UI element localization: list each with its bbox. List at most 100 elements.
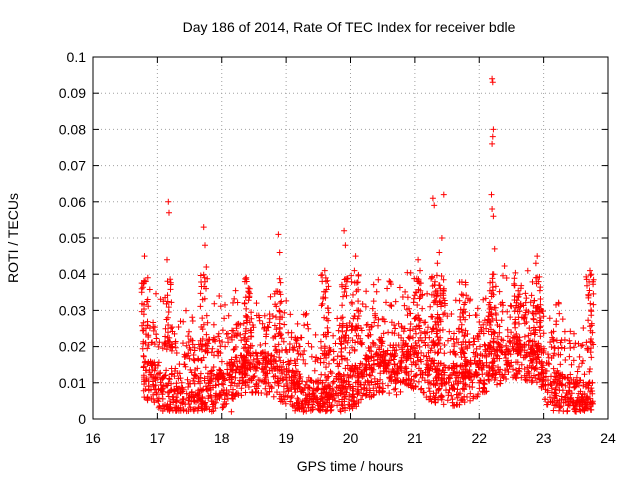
roti-point — [416, 365, 422, 372]
roti-point — [384, 285, 391, 292]
y-axis-label: ROTI / TECUs — [5, 193, 21, 283]
roti-point — [313, 354, 320, 361]
roti-point — [234, 363, 241, 370]
roti-point — [550, 407, 557, 414]
roti-point — [317, 355, 324, 362]
roti-plume-point — [343, 322, 350, 329]
roti-point — [194, 391, 201, 398]
roti-point — [518, 374, 525, 381]
roti-plume-point — [486, 350, 493, 357]
roti-point — [228, 359, 235, 365]
roti-point — [255, 312, 262, 319]
roti-point — [379, 388, 386, 394]
roti-point — [219, 339, 226, 345]
roti-point — [567, 340, 574, 347]
roti-point — [538, 364, 545, 371]
roti-plume-point — [144, 274, 151, 281]
roti-plume-point — [536, 309, 543, 316]
roti-plume-point — [458, 321, 465, 328]
roti-plume-point — [168, 347, 175, 354]
roti-point — [195, 356, 202, 363]
roti-point — [406, 375, 412, 382]
roti-point — [500, 272, 506, 279]
roti-point — [191, 357, 198, 364]
roti-point — [566, 353, 573, 360]
roti-point — [171, 330, 178, 337]
roti-point — [522, 290, 529, 297]
y-tick-label: 0.01 — [59, 375, 86, 391]
roti-point — [370, 281, 377, 288]
roti-point — [357, 360, 364, 367]
roti-point — [168, 365, 175, 372]
roti-point — [377, 351, 384, 358]
roti-plume-point — [458, 279, 465, 285]
roti-plume-point — [164, 292, 171, 299]
roti-point — [325, 394, 331, 401]
roti-point — [265, 350, 272, 357]
roti-point — [317, 407, 324, 414]
roti-point — [564, 394, 571, 401]
y-tick-label: 0.03 — [59, 302, 86, 318]
roti-point — [385, 361, 392, 368]
roti-plume-point — [439, 326, 446, 333]
roti-point — [473, 312, 480, 319]
roti-point — [365, 333, 372, 340]
roti-point — [204, 373, 211, 380]
roti-plume-point — [433, 287, 440, 294]
roti-point — [229, 366, 236, 373]
roti-point — [305, 325, 312, 332]
roti-point — [166, 375, 173, 382]
roti-plume-point — [139, 345, 146, 352]
roti-point — [332, 340, 339, 347]
roti-plume-point — [589, 339, 596, 346]
roti-point — [373, 288, 380, 295]
roti-point — [330, 356, 337, 363]
roti-point — [420, 389, 427, 396]
roti-plume-point — [247, 327, 254, 334]
roti-point — [315, 385, 322, 392]
roti-point — [241, 365, 248, 372]
roti-plume-point — [587, 300, 594, 307]
roti-plume-point — [536, 273, 543, 280]
roti-point — [227, 382, 234, 389]
roti-peak-point — [489, 206, 496, 212]
roti-point — [232, 287, 239, 294]
chart-title: Day 186 of 2014, Rate Of TEC Index for r… — [183, 19, 516, 35]
roti-point — [580, 325, 587, 331]
roti-plume-point — [355, 272, 362, 279]
roti-point — [280, 376, 287, 383]
roti-plume-point — [324, 324, 331, 331]
roti-plume-point — [278, 331, 284, 338]
roti-point — [294, 320, 301, 327]
roti-point — [291, 372, 298, 379]
roti-point — [551, 369, 558, 376]
roti-point — [266, 319, 273, 326]
x-axis-label: GPS time / hours — [297, 458, 404, 474]
roti-point — [546, 315, 553, 322]
roti-point — [251, 373, 258, 379]
roti-point — [328, 391, 335, 398]
roti-plume-point — [169, 324, 176, 331]
roti-point — [503, 361, 510, 368]
roti-point — [421, 339, 428, 346]
roti-point — [444, 313, 451, 320]
roti-point — [294, 368, 301, 375]
roti-point — [291, 357, 298, 364]
roti-point — [524, 364, 531, 371]
roti-point — [549, 334, 556, 341]
roti-point — [233, 354, 240, 361]
roti-point — [445, 392, 452, 399]
roti-point — [355, 370, 362, 377]
roti-point — [226, 376, 233, 383]
roti-point — [219, 327, 226, 334]
roti-point — [407, 333, 414, 340]
roti-plume-point — [586, 287, 593, 294]
roti-point — [298, 388, 305, 395]
roti-point — [176, 370, 183, 377]
roti-plume-point — [461, 301, 468, 308]
roti-point — [523, 352, 530, 359]
roti-point — [457, 390, 464, 397]
roti-point — [370, 340, 377, 347]
roti-point — [294, 335, 301, 342]
roti-point — [270, 393, 277, 400]
